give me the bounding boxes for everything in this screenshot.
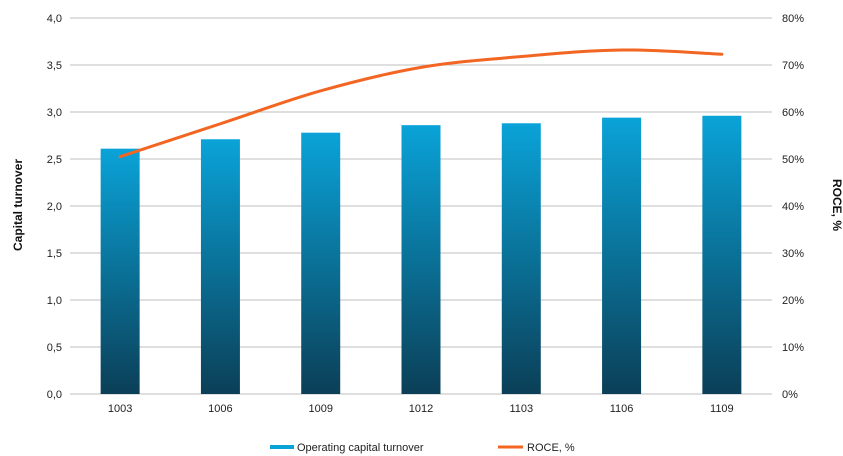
roce-line bbox=[118, 48, 724, 159]
right-tick-label: 30% bbox=[782, 248, 804, 260]
x-tick-label: 1103 bbox=[509, 403, 533, 415]
x-tick-label: 1109 bbox=[710, 403, 734, 415]
x-tick-label: 1003 bbox=[108, 403, 132, 415]
bar bbox=[200, 139, 240, 394]
bar bbox=[501, 123, 541, 394]
legend-line-label: ROCE, % bbox=[527, 442, 575, 454]
x-tick-label: 1012 bbox=[409, 403, 433, 415]
legend-bar-label: Operating capital turnover bbox=[297, 442, 424, 454]
left-tick-label: 2,0 bbox=[47, 201, 62, 213]
right-axis-ticks: 0% 10% 20% 30% 40% 50% 60% 70% 80% bbox=[782, 13, 804, 401]
x-tick-label: 1106 bbox=[610, 403, 634, 415]
bar bbox=[301, 132, 341, 394]
bar bbox=[602, 117, 642, 394]
right-tick-label: 50% bbox=[782, 154, 804, 166]
right-tick-label: 10% bbox=[782, 342, 804, 354]
left-tick-label: 1,5 bbox=[47, 248, 62, 260]
x-axis-ticks: 1003 1006 1009 1012 1103 1106 1109 bbox=[108, 403, 734, 415]
right-tick-label: 60% bbox=[782, 107, 804, 119]
bar-series bbox=[100, 115, 742, 394]
left-tick-label: 3,0 bbox=[47, 107, 62, 119]
left-tick-label: 0,5 bbox=[47, 342, 62, 354]
x-tick-label: 1009 bbox=[308, 403, 332, 415]
x-tick-label: 1006 bbox=[208, 403, 232, 415]
left-tick-label: 0,0 bbox=[47, 389, 62, 401]
right-tick-label: 0% bbox=[782, 389, 798, 401]
left-tick-label: 3,5 bbox=[47, 60, 62, 72]
right-tick-label: 40% bbox=[782, 201, 804, 213]
right-axis-title: ROCE, % bbox=[830, 179, 843, 231]
left-tick-label: 4,0 bbox=[47, 13, 62, 25]
bar bbox=[702, 115, 742, 394]
right-tick-label: 70% bbox=[782, 60, 804, 72]
bar bbox=[401, 125, 441, 394]
left-tick-label: 1,0 bbox=[47, 295, 62, 307]
right-tick-label: 80% bbox=[782, 13, 804, 25]
legend: Operating capital turnover ROCE, % bbox=[270, 442, 575, 454]
line-series bbox=[118, 48, 724, 159]
right-tick-label: 20% bbox=[782, 295, 804, 307]
left-axis-title: Capital turnover bbox=[11, 159, 25, 251]
bar bbox=[100, 148, 140, 394]
left-axis-ticks: 0,0 0,5 1,0 1,5 2,0 2,5 3,0 3,5 4,0 bbox=[47, 13, 62, 401]
legend-bar-swatch bbox=[270, 445, 294, 449]
left-tick-label: 2,5 bbox=[47, 154, 62, 166]
